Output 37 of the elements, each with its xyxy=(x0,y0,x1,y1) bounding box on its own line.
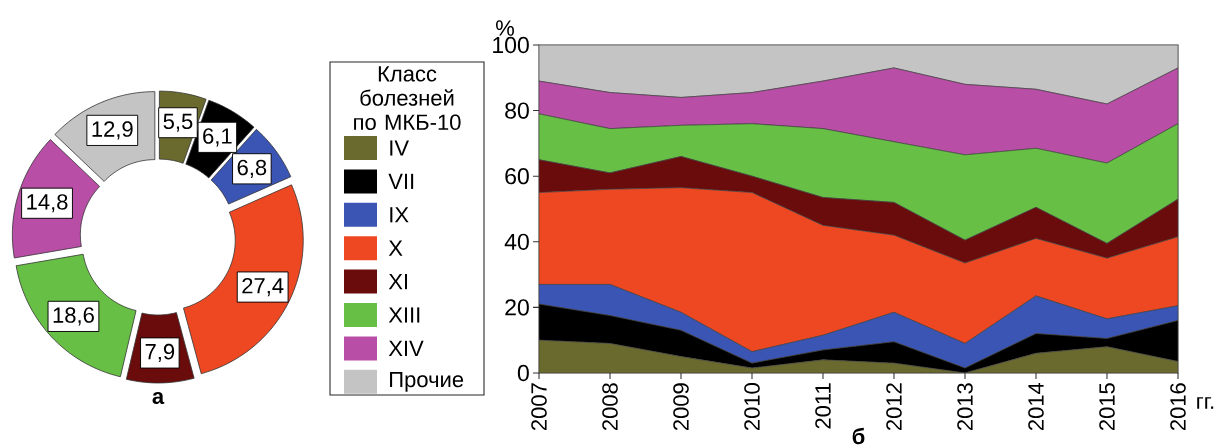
y-tick-label: 80 xyxy=(505,102,529,119)
y-axis-title: % xyxy=(496,20,514,36)
text: б xyxy=(852,427,865,445)
legend-label: XIII xyxy=(388,307,420,323)
data-label: 5,5 xyxy=(163,113,193,132)
x-tick-label: 2009 xyxy=(673,383,689,431)
x-tick-label: 2016 xyxy=(1170,383,1186,431)
data-label: 7,9 xyxy=(145,343,175,363)
data-label: 18,6 xyxy=(53,307,94,326)
x-tick-label: 2008 xyxy=(602,383,618,431)
legend-label: XIV xyxy=(388,340,424,356)
x-tick-label: 2012 xyxy=(886,383,902,431)
legend-label: VII xyxy=(388,173,414,189)
data-label: 12,9 xyxy=(92,121,133,140)
text: а xyxy=(152,391,165,405)
data-label: 6,1 xyxy=(203,128,232,147)
legend-title: Класс болезней по МКБ-10 xyxy=(354,66,461,130)
y-tick-label: 20 xyxy=(505,299,529,316)
x-tick-label: 2010 xyxy=(744,383,760,431)
data-label: 6,8 xyxy=(237,159,267,178)
legend-label: X xyxy=(388,240,403,256)
legend-label: Прочие xyxy=(390,371,464,392)
legend-label: IX xyxy=(390,207,409,223)
x-tick-label: 2007 xyxy=(531,383,547,431)
data-label: 14,8 xyxy=(27,194,68,213)
y-tick-label: 60 xyxy=(505,168,529,185)
legend-label: IV xyxy=(390,140,409,156)
x-tick-label: 2013 xyxy=(957,383,973,431)
y-tick-label: 0 xyxy=(517,364,529,382)
x-axis-title: гг. xyxy=(1197,397,1214,409)
y-tick-label: 100 xyxy=(493,36,529,54)
x-tick-label: 2011 xyxy=(815,383,831,429)
x-tick-label: 2015 xyxy=(1099,383,1115,431)
legend-label: XI xyxy=(388,274,408,290)
data-label: 27,4 xyxy=(242,277,284,297)
y-tick-label: 40 xyxy=(504,233,529,250)
x-tick-label: 2014 xyxy=(1028,382,1044,431)
